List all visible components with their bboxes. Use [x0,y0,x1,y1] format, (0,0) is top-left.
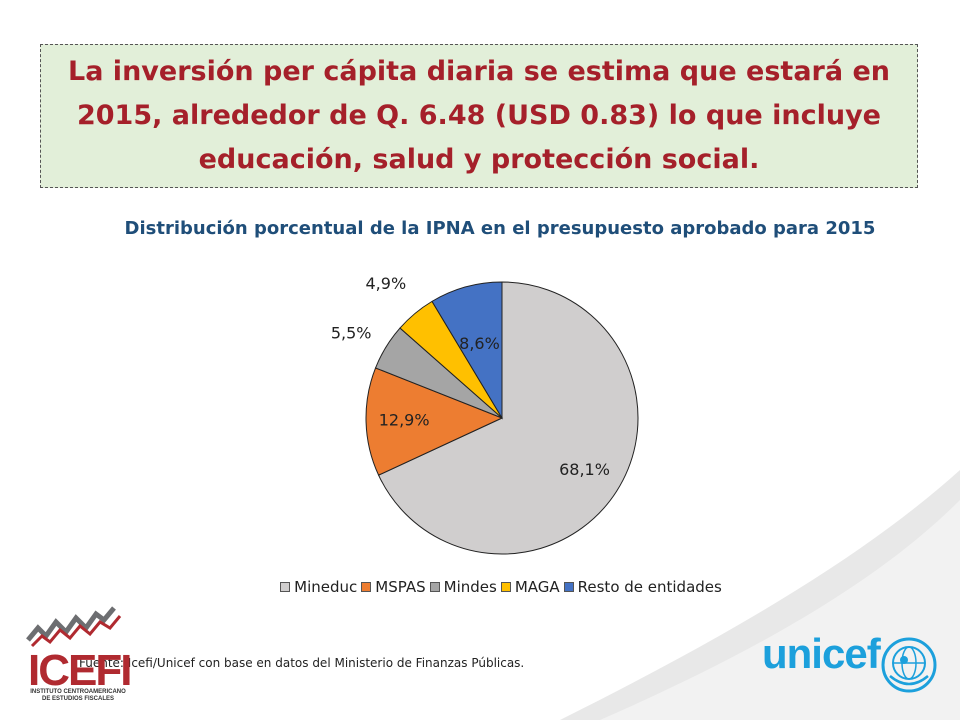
legend-item-mineduc: Mineduc [280,578,357,596]
legend-item-maga: MAGA [500,578,560,596]
legend-label: Mineduc [294,578,358,596]
data-label-mindes: 5,5% [331,324,372,343]
data-label-maga: 4,9% [366,274,407,293]
data-label-mspas: 12,9% [379,410,430,429]
pie-slice-resto-de-entidades [431,281,503,420]
pie-slice-mspas [365,367,504,476]
legend-item-mspas: MSPAS [361,578,426,596]
legend-swatch [429,582,440,592]
legend-item-resto-de-entidades: Resto de entidades [563,578,722,596]
chart-title: Distribución porcentual de la IPNA en el… [124,218,876,239]
unicef-logo-wordmark: unicef [762,630,881,677]
legend-item-mindes: Mindes [429,578,497,596]
pie-slice-mineduc [377,281,639,555]
legend-swatch [280,582,291,592]
legend-swatch [563,582,574,592]
icefi-logo-wordmark: ICEFI [28,646,132,695]
icefi-logo-mountain-icon [26,606,122,648]
data-label-resto-de-entidades: 8,6% [459,334,500,353]
source-note: Fuente: Icefi/Unicef con base en datos d… [79,656,525,670]
legend-label: Resto de entidades [577,578,722,596]
legend-label: MAGA [514,578,560,596]
data-label-mineduc: 68,1% [559,460,610,479]
legend-label: MSPAS [375,578,426,596]
legend-label: Mindes [443,578,497,596]
legend-swatch [361,582,372,592]
unicef-emblem-icon [881,637,937,693]
chart-legend: Mineduc MSPAS Mindes MAGA Resto de entidades [0,578,960,596]
headline-box: La inversión per cápita diaria se estima… [40,44,918,188]
headline-text: La inversión per cápita diaria se estima… [67,56,891,175]
legend-swatch [500,582,511,592]
icefi-logo-subtitle: INSTITUTO CENTROAMERICANO DE ESTUDIOS FI… [30,689,126,702]
